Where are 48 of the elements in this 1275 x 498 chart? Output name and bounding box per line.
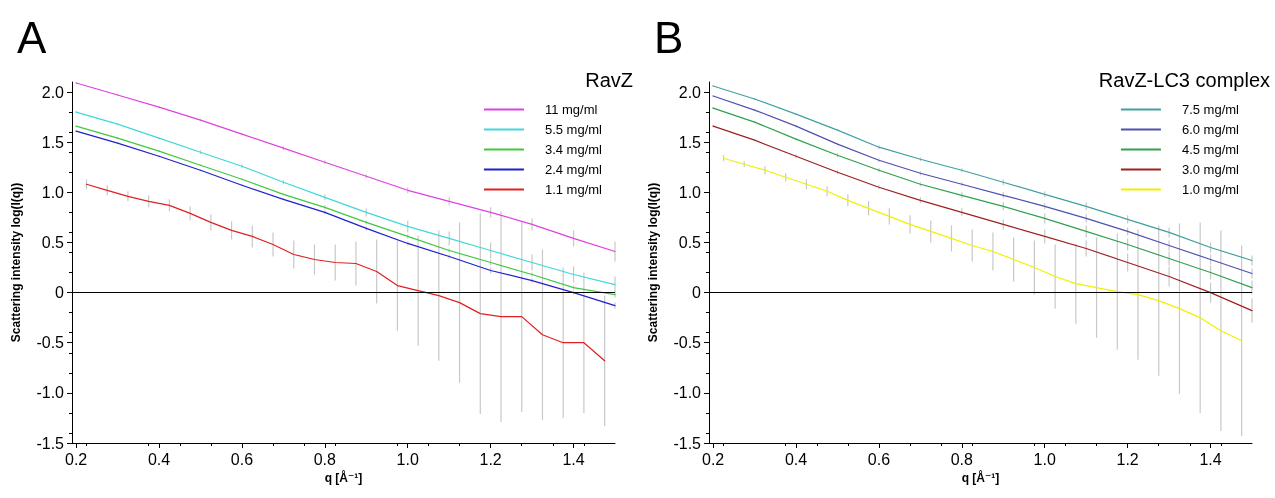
x-axis-title: q [Å⁻¹] <box>961 469 1000 485</box>
legend-title: RavZ <box>585 69 634 91</box>
x-tick-label: 0.6 <box>230 450 254 468</box>
x-tick-label: 0.2 <box>702 450 725 468</box>
x-tick-label: 0.2 <box>65 450 88 468</box>
legend-label: 4.5 mg/ml <box>1181 142 1240 157</box>
x-tick-label: 1.4 <box>562 450 585 468</box>
y-tick-label: 2.0 <box>41 83 65 101</box>
y-axis-title: Scattering intensity log(I(q)) <box>9 182 23 343</box>
x-tick-label: 0.6 <box>867 450 891 468</box>
legend-label: 11 mg/ml <box>544 102 598 117</box>
legend-label: 1.0 mg/ml <box>1181 182 1240 197</box>
x-tick-label: 0.4 <box>147 450 171 468</box>
x-tick-label: 1.4 <box>1199 450 1222 468</box>
legend-label: 7.5 mg/ml <box>1181 102 1240 117</box>
y-tick-label: 0 <box>692 284 702 302</box>
x-tick-label: 1.2 <box>479 450 502 468</box>
y-tick-label: -1.5 <box>36 434 65 452</box>
y-tick-label: 1.5 <box>678 133 702 151</box>
x-tick-label: 0.8 <box>950 450 974 468</box>
y-tick-label: 1.0 <box>678 183 702 201</box>
y-tick-label: -0.5 <box>36 334 65 352</box>
y-tick-label: 0.5 <box>41 233 65 251</box>
y-tick-label: 1.5 <box>41 133 65 151</box>
chart-title: A <box>17 12 47 62</box>
x-tick-label: 0.4 <box>784 450 808 468</box>
y-tick-label: -1.5 <box>673 434 702 452</box>
x-tick-label: 0.8 <box>313 450 337 468</box>
legend-title: RavZ-LC3 complex <box>1098 69 1271 91</box>
y-tick-label: 0 <box>55 284 65 302</box>
legend-label: 1.1 mg/ml <box>544 182 603 197</box>
x-tick-label: 1.2 <box>1116 450 1139 468</box>
y-tick-label: -1.0 <box>36 384 65 402</box>
legend-label: 6.0 mg/ml <box>1181 122 1240 137</box>
y-tick-label: 0.5 <box>678 233 702 251</box>
legend-label: 2.4 mg/ml <box>544 162 603 177</box>
x-axis-title: q [Å⁻¹] <box>324 469 363 485</box>
y-tick-label: 1.0 <box>41 183 65 201</box>
y-tick-label: -0.5 <box>673 334 702 352</box>
legend-label: 3.4 mg/ml <box>544 142 603 157</box>
x-tick-label: 1.0 <box>396 450 419 468</box>
y-axis-title: Scattering intensity log(I(q)) <box>646 182 660 343</box>
y-tick-label: -1.0 <box>673 384 702 402</box>
y-tick-label: 2.0 <box>678 83 702 101</box>
x-tick-label: 1.0 <box>1033 450 1056 468</box>
legend-label: 5.5 mg/ml <box>544 122 603 137</box>
legend-label: 3.0 mg/ml <box>1181 162 1240 177</box>
chart-title: B <box>654 12 684 62</box>
